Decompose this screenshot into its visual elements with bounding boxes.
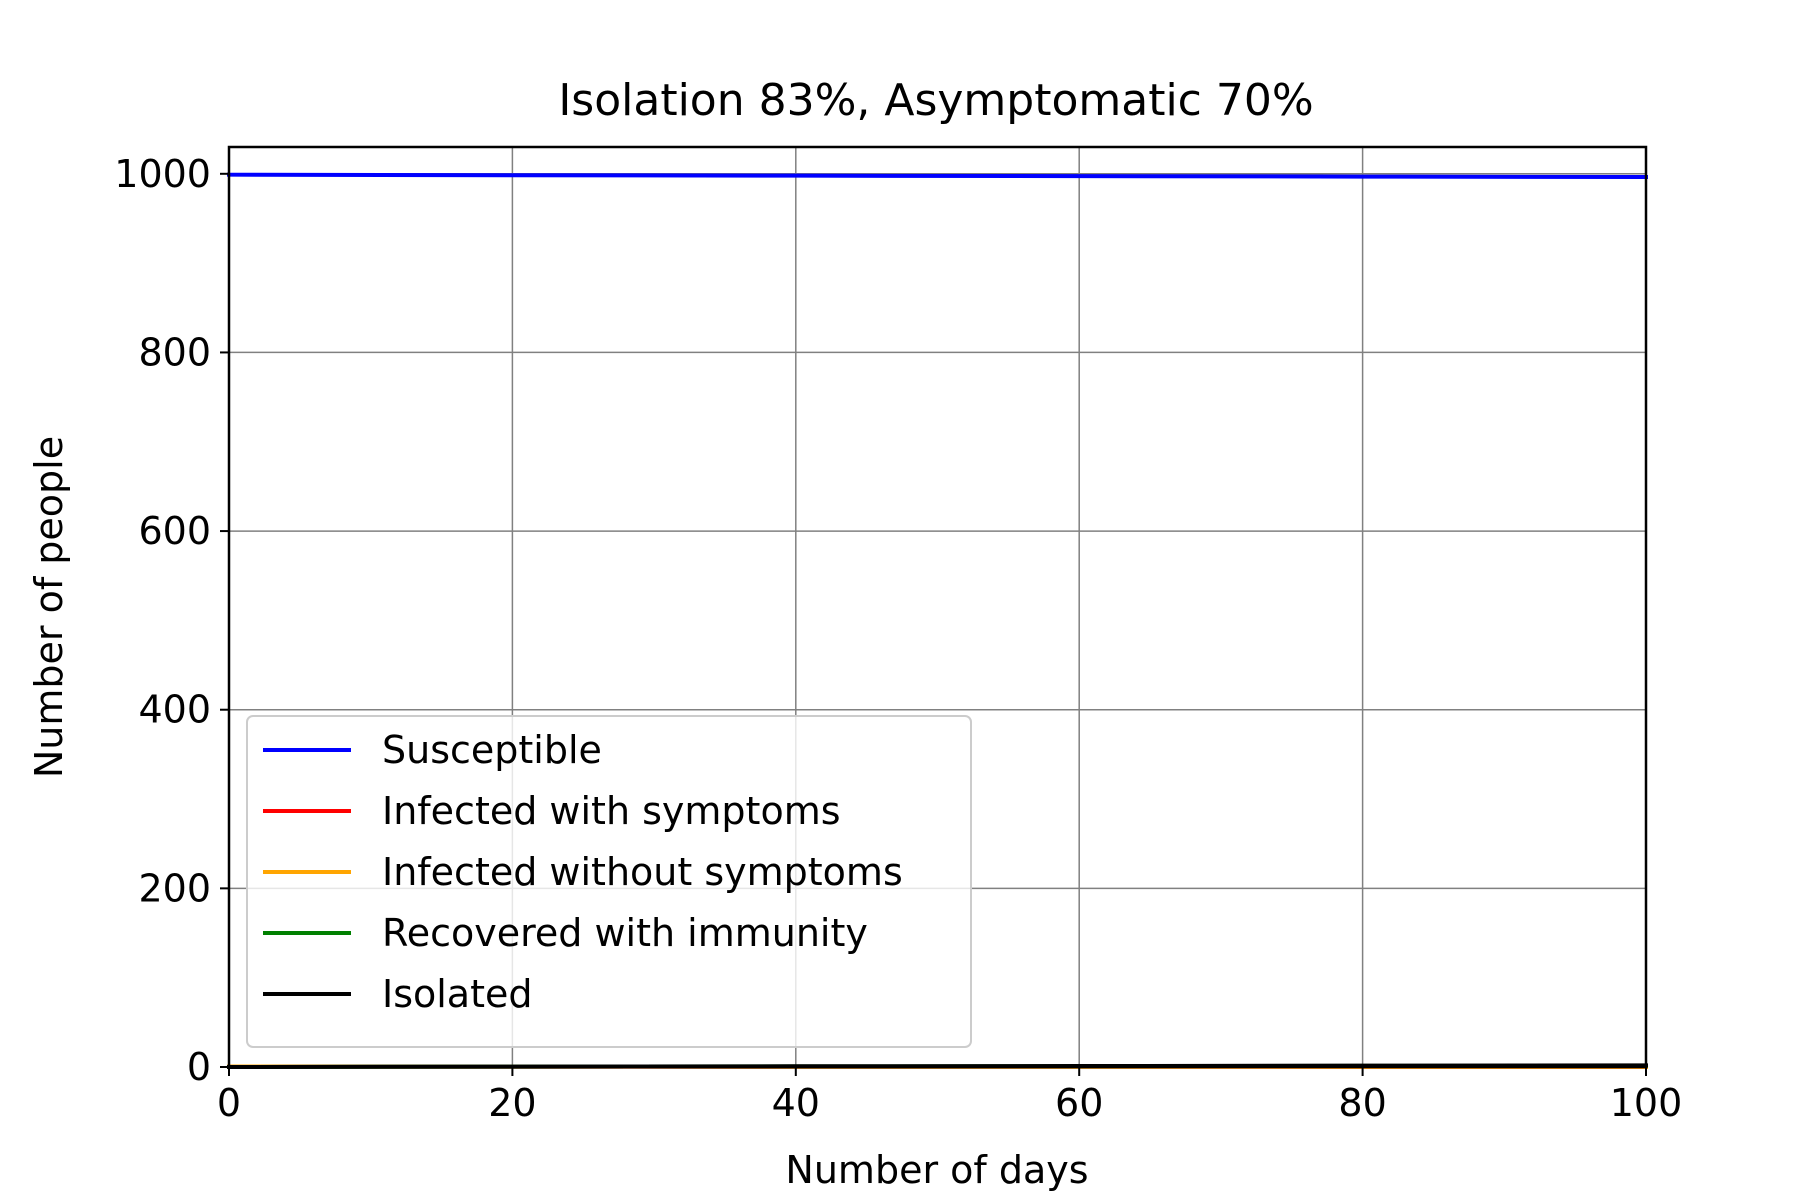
plot-frame	[227, 145, 1648, 1069]
legend-label: Recovered with immunity	[382, 911, 868, 955]
legend-label: Susceptible	[382, 728, 602, 772]
legend: Susceptible Infected with symptoms Infecte…	[246, 715, 972, 1048]
y-tick-label: 600	[138, 509, 211, 553]
y-tick-label: 800	[138, 330, 211, 374]
legend-label: Isolated	[382, 972, 533, 1016]
y-tick-label: 400	[138, 688, 211, 732]
series-line-susceptible	[226, 172, 1649, 180]
y-tick-label: 200	[138, 866, 211, 910]
y-tick-label: 1000	[114, 152, 211, 196]
legend-entry: Recovered with immunity	[263, 911, 868, 955]
legend-entry: Infected without symptoms	[263, 850, 903, 894]
x-tick-label: 100	[1610, 1081, 1683, 1125]
legend-entry: Susceptible	[263, 728, 602, 772]
legend-entry: Isolated	[263, 972, 533, 1016]
y-tick-label: 0	[187, 1045, 211, 1089]
x-tick-label: 40	[772, 1081, 820, 1125]
x-ticks: 0 20 40 60 80 100	[217, 1067, 1682, 1125]
x-tick-label: 20	[488, 1081, 536, 1125]
x-tick-label: 80	[1338, 1081, 1386, 1125]
legend-entry: Infected with symptoms	[263, 789, 841, 833]
x-axis-label: Number of days	[785, 1148, 1088, 1192]
y-axis-label: Number of people	[27, 436, 71, 778]
legend-label: Infected with symptoms	[382, 789, 841, 833]
legend-label: Infected without symptoms	[382, 850, 903, 894]
chart-title: Isolation 83%, Asymptomatic 70%	[558, 75, 1313, 126]
x-tick-label: 0	[217, 1081, 241, 1125]
y-ticks: 0 200 400 600 800 1000	[114, 152, 229, 1089]
x-tick-label: 60	[1055, 1081, 1103, 1125]
legend-box	[246, 715, 972, 1048]
